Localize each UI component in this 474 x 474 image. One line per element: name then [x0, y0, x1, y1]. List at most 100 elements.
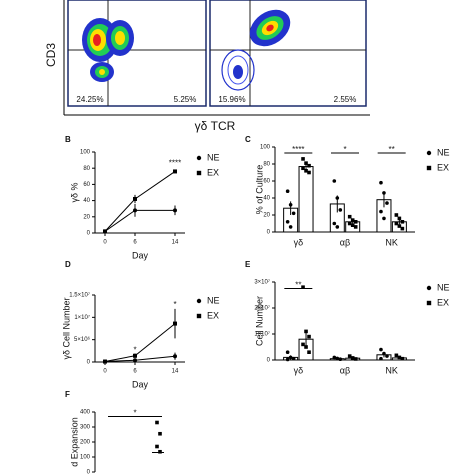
- y-tick-label: 0: [87, 360, 91, 366]
- legend-label: NE: [437, 147, 450, 157]
- point: [347, 354, 352, 358]
- point: [426, 285, 432, 291]
- point: [347, 221, 352, 226]
- panel-label: F: [65, 390, 70, 399]
- x-tick-label: NK: [385, 365, 398, 375]
- y-axis-label: d Expansion: [69, 417, 79, 467]
- point: [133, 358, 137, 363]
- point: [291, 356, 296, 361]
- flow-frame: [67, 0, 207, 107]
- point: [379, 356, 383, 361]
- point: [400, 220, 405, 224]
- point: [400, 356, 405, 361]
- point: [196, 170, 202, 176]
- annotation: **: [389, 145, 395, 154]
- bar: [298, 166, 314, 233]
- point: [133, 208, 137, 213]
- y-tick-label: 0: [267, 230, 271, 236]
- point: [426, 150, 432, 156]
- point: [332, 355, 337, 360]
- legend-label: EX: [207, 167, 219, 177]
- annotation: *: [133, 409, 136, 418]
- point: [382, 351, 386, 356]
- x-tick-label: 14: [172, 369, 179, 375]
- y-tick-label: 20: [263, 213, 270, 219]
- point: [400, 226, 405, 231]
- legend-label: NE: [437, 282, 450, 292]
- y-axis-label: γδ Cell Number: [61, 297, 71, 359]
- point: [196, 313, 202, 319]
- point: [288, 355, 293, 360]
- y-tick-label: 100: [80, 150, 91, 156]
- y-tick-label: 20: [83, 214, 90, 220]
- point: [338, 357, 343, 362]
- point: [426, 165, 432, 171]
- y-axis-label: % of Culture: [254, 165, 264, 215]
- y-tick-label: 1×10⁷: [254, 331, 270, 338]
- x-tick-label: 0: [103, 369, 107, 375]
- point: [338, 208, 343, 212]
- y-axis-label: γδ %: [69, 182, 79, 202]
- y-tick-label: 80: [83, 166, 90, 172]
- quadrant-label: 15.96%: [218, 95, 245, 104]
- series-line: [104, 355, 176, 363]
- point: [301, 285, 305, 289]
- flow-frame: [209, 0, 367, 107]
- x-axis-label: Day: [132, 379, 149, 389]
- point: [155, 444, 159, 449]
- contour: [82, 18, 134, 82]
- point: [173, 169, 177, 174]
- point: [347, 214, 352, 219]
- x-tick-label: 14: [172, 240, 179, 246]
- panel-label: C: [245, 135, 251, 144]
- point: [335, 225, 340, 229]
- point: [350, 356, 355, 360]
- y-tick-label: 2×10⁷: [254, 305, 270, 312]
- annotation: *: [133, 345, 136, 354]
- y-tick-label: 100: [260, 145, 271, 151]
- y-tick-label: 0: [267, 358, 271, 364]
- point: [350, 218, 355, 222]
- point: [196, 155, 202, 161]
- point: [307, 170, 311, 175]
- point: [307, 350, 311, 354]
- point: [332, 221, 337, 226]
- point: [304, 345, 308, 349]
- point: [301, 342, 305, 347]
- point: [335, 356, 340, 361]
- point: [133, 196, 137, 201]
- legend-label: EX: [207, 310, 219, 320]
- point: [307, 163, 311, 168]
- point: [291, 211, 296, 216]
- y-tick-label: 3×10⁷: [254, 279, 270, 286]
- point: [288, 225, 293, 229]
- series-line: [104, 171, 176, 232]
- quadrant-label: 24.25%: [76, 95, 103, 104]
- point: [397, 216, 402, 221]
- y-tick-label: 5×10⁶: [74, 336, 91, 343]
- point: [285, 350, 290, 355]
- point: [285, 357, 290, 362]
- quadrant-label: 2.55%: [334, 95, 357, 104]
- y-axis-label: Cell Number: [254, 296, 264, 346]
- legend-label: NE: [207, 152, 220, 162]
- flow-plots: [67, 0, 367, 107]
- point: [394, 221, 399, 226]
- point: [173, 321, 177, 326]
- point: [304, 329, 308, 334]
- point: [332, 179, 337, 183]
- y-tick-label: 40: [83, 198, 90, 204]
- x-tick-label: γδ: [294, 365, 304, 375]
- quadrant-label: 5.25%: [174, 95, 197, 104]
- panel-label: D: [65, 260, 71, 269]
- point: [335, 196, 340, 200]
- y-tick-label: 1.5×10⁷: [69, 292, 90, 299]
- point: [397, 355, 402, 360]
- point: [304, 161, 308, 165]
- y-tick-label: 60: [83, 182, 90, 188]
- x-tick-label: 0: [103, 240, 107, 246]
- y-tick-label: 40: [263, 196, 270, 202]
- annotation: *: [173, 300, 176, 309]
- y-tick-label: 100: [80, 455, 91, 461]
